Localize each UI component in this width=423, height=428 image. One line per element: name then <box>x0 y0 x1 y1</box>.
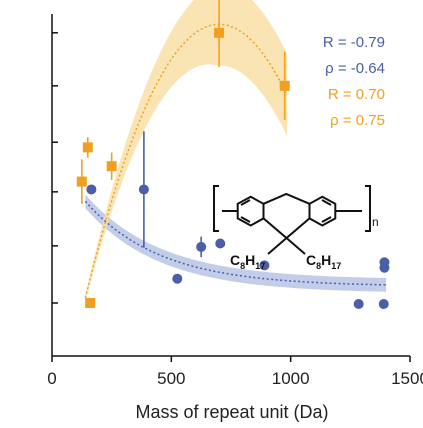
stat-label: ρ = 0.75 <box>330 112 385 129</box>
orange-point <box>214 27 225 38</box>
x-tick-label: 1000 <box>272 369 310 388</box>
alkyl-bond-left <box>267 237 288 255</box>
fluorene-inner-bond <box>240 216 251 223</box>
fluorene-five-ring-bottom <box>262 217 311 240</box>
x-tick-label: 0 <box>47 369 56 388</box>
x-axis-label: Mass of repeat unit (Da) <box>135 402 328 422</box>
fluorene-five-ring-top <box>263 192 310 205</box>
orange-point <box>76 176 87 187</box>
substituent-right-label: C8H17 <box>306 252 341 271</box>
axes <box>51 14 411 362</box>
stat-label: R = 0.70 <box>328 86 385 103</box>
fit-lines <box>84 23 387 299</box>
blue-point <box>86 184 97 195</box>
tick-labels: 0 500 1000 1500 <box>47 369 423 388</box>
fluorene-inner-bond <box>240 199 251 206</box>
orange-point <box>279 80 290 91</box>
repeat-subscript-n: n <box>372 215 379 229</box>
fluorene-inner-bond <box>321 216 332 223</box>
stat-label: ρ = -0.64 <box>325 60 385 77</box>
blue-confidence-band <box>85 194 387 292</box>
blue-point <box>215 238 226 249</box>
bracket-left <box>213 185 219 232</box>
alkyl-bond-right <box>285 237 306 255</box>
blue-point <box>379 257 390 268</box>
orange-point <box>85 297 96 308</box>
data-points <box>76 27 390 310</box>
blue-point <box>172 273 183 284</box>
substituent-left-label: C8H17 <box>230 252 265 271</box>
stat-label: R = -0.79 <box>323 34 385 51</box>
orange-fit-line <box>84 23 288 299</box>
orange-confidence-band <box>85 0 288 302</box>
x-tick-label: 500 <box>157 369 185 388</box>
blue-point <box>259 260 270 271</box>
confidence-bands <box>85 0 387 302</box>
orange-point <box>82 142 93 153</box>
blue-point <box>196 241 207 252</box>
x-tick-label: 1500 <box>391 369 423 388</box>
blue-point <box>138 184 149 195</box>
blue-point <box>353 299 364 310</box>
correlation-stats: R = -0.79 ρ = -0.64 R = 0.70 ρ = 0.75 <box>323 34 385 129</box>
fluorene-inner-bond <box>321 199 332 206</box>
blue-point <box>378 299 389 310</box>
fluorene-left-ring <box>236 195 265 227</box>
polyfluorene-structure <box>213 185 371 255</box>
orange-point <box>106 161 117 172</box>
blue-fit-line <box>84 200 387 286</box>
bracket-right <box>365 185 371 232</box>
